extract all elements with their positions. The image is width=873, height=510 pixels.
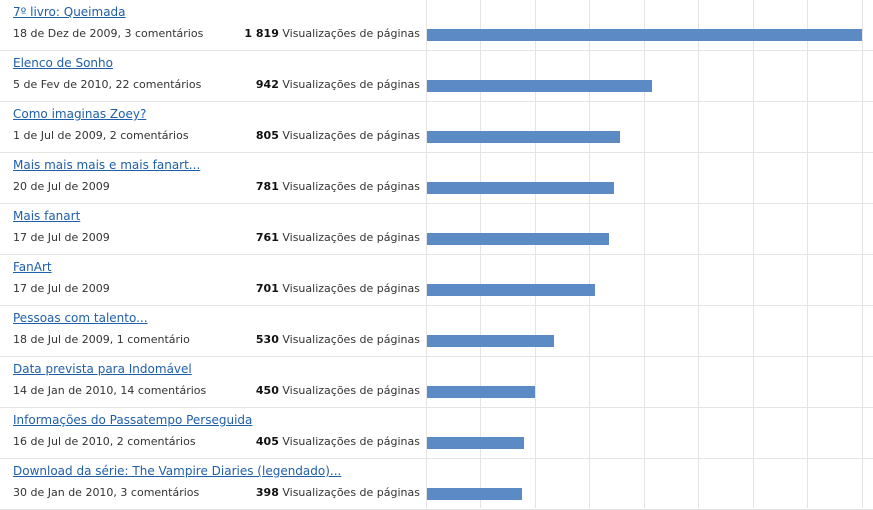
- post-title-link[interactable]: Data prevista para Indomável: [13, 362, 192, 376]
- pageview-bar: [427, 488, 522, 500]
- row-divider: [0, 254, 873, 255]
- post-meta: 1 de Jul de 2009, 2 comentários: [13, 129, 189, 142]
- pageview-bar: [427, 233, 609, 245]
- pageview-unit-label: Visualizações de páginas: [282, 129, 420, 142]
- pageview-stat: 701 Visualizações de páginas: [256, 282, 420, 295]
- row-divider: [0, 203, 873, 204]
- row-divider: [0, 356, 873, 357]
- pageview-unit-label: Visualizações de páginas: [282, 282, 420, 295]
- pageview-unit-label: Visualizações de páginas: [282, 486, 420, 499]
- pageview-count: 942: [255, 78, 279, 91]
- post-title-link[interactable]: Mais mais mais e mais fanart...: [13, 158, 201, 172]
- list-item: Pessoas com talento... 18 de Jul de 2009,…: [0, 306, 873, 357]
- post-title-link[interactable]: Download da série: The Vampire Diaries (…: [13, 464, 342, 478]
- post-meta: 16 de Jul de 2010, 2 comentários: [13, 435, 196, 448]
- pageview-count: 530: [255, 333, 279, 346]
- pageview-stat: 761 Visualizações de páginas: [256, 231, 420, 244]
- post-meta: 17 de Jul de 2009: [13, 282, 110, 295]
- post-meta: 30 de Jan de 2010, 3 comentários: [13, 486, 200, 499]
- pageview-bar: [427, 182, 614, 194]
- pageview-unit-label: Visualizações de páginas: [282, 231, 420, 244]
- row-divider: [0, 305, 873, 306]
- pageview-bar: [427, 131, 620, 143]
- post-meta: 17 de Jul de 2009: [13, 231, 110, 244]
- pageview-count: 701: [255, 282, 279, 295]
- list-item: Mais mais mais e mais fanart... 20 de Jul…: [0, 153, 873, 204]
- post-meta: 20 de Jul de 2009: [13, 180, 110, 193]
- row-divider: [0, 50, 873, 51]
- pageview-count: 405: [255, 435, 279, 448]
- pageview-stat: 942 Visualizações de páginas: [256, 78, 420, 91]
- pageview-unit-label: Visualizações de páginas: [282, 384, 420, 397]
- list-item: Informações do Passatempo Perseguida 16 d…: [0, 408, 873, 459]
- post-meta: 14 de Jan de 2010, 14 comentários: [13, 384, 207, 397]
- pageview-count: 781: [255, 180, 279, 193]
- post-title-link[interactable]: Pessoas com talento...: [13, 311, 148, 325]
- pageview-stat: 1 819 Visualizações de páginas: [244, 27, 420, 40]
- list-item: 7º livro: Queimada 18 de Dez de 2009, 3 c…: [0, 0, 873, 51]
- post-title-link[interactable]: Como imaginas Zoey?: [13, 107, 147, 121]
- list-item: Data prevista para Indomável 14 de Jan de…: [0, 357, 873, 408]
- pageview-bar: [427, 386, 535, 398]
- pageview-stat: 405 Visualizações de páginas: [256, 435, 420, 448]
- pageview-stat: 781 Visualizações de páginas: [256, 180, 420, 193]
- pageview-bar: [427, 335, 554, 347]
- pageview-bar: [427, 284, 595, 296]
- pageview-unit-label: Visualizações de páginas: [282, 435, 420, 448]
- pageview-count: 761: [255, 231, 279, 244]
- pageview-count: 450: [255, 384, 279, 397]
- post-title-link[interactable]: Informações do Passatempo Perseguida: [13, 413, 253, 427]
- pageview-stat: 805 Visualizações de páginas: [256, 129, 420, 142]
- post-meta: 18 de Jul de 2009, 1 comentário: [13, 333, 190, 346]
- row-divider: [0, 407, 873, 408]
- post-title-link[interactable]: Elenco de Sonho: [13, 56, 113, 70]
- pageview-unit-label: Visualizações de páginas: [282, 78, 420, 91]
- pageview-stat: 398 Visualizações de páginas: [256, 486, 420, 499]
- pageview-count: 1 819: [244, 27, 279, 40]
- post-meta: 18 de Dez de 2009, 3 comentários: [13, 27, 204, 40]
- list-item: FanArt 17 de Jul de 2009 701 Visualizações…: [0, 255, 873, 306]
- list-item: Como imaginas Zoey? 1 de Jul de 2009, 2 c…: [0, 102, 873, 153]
- row-divider: [0, 101, 873, 102]
- post-title-link[interactable]: FanArt: [13, 260, 52, 274]
- post-title-link[interactable]: 7º livro: Queimada: [13, 5, 126, 19]
- post-meta: 5 de Fev de 2010, 22 comentários: [13, 78, 202, 91]
- list-item: Mais fanart 17 de Jul de 2009 761 Visualiz…: [0, 204, 873, 255]
- post-title-link[interactable]: Mais fanart: [13, 209, 81, 223]
- row-divider: [0, 458, 873, 459]
- row-divider: [0, 152, 873, 153]
- pageview-count: 805: [255, 129, 279, 142]
- pageview-stat: 530 Visualizações de páginas: [256, 333, 420, 346]
- pageview-unit-label: Visualizações de páginas: [282, 27, 420, 40]
- list-item: Download da série: The Vampire Diaries (…: [0, 459, 873, 510]
- pageview-stat: 450 Visualizações de páginas: [256, 384, 420, 397]
- list-item: Elenco de Sonho 5 de Fev de 2010, 22 come…: [0, 51, 873, 102]
- pageview-count: 398: [255, 486, 279, 499]
- pageview-bar: [427, 29, 862, 41]
- pageview-bar: [427, 80, 652, 92]
- pageview-unit-label: Visualizações de páginas: [282, 180, 420, 193]
- pageview-bar: [427, 437, 524, 449]
- pageview-unit-label: Visualizações de páginas: [282, 333, 420, 346]
